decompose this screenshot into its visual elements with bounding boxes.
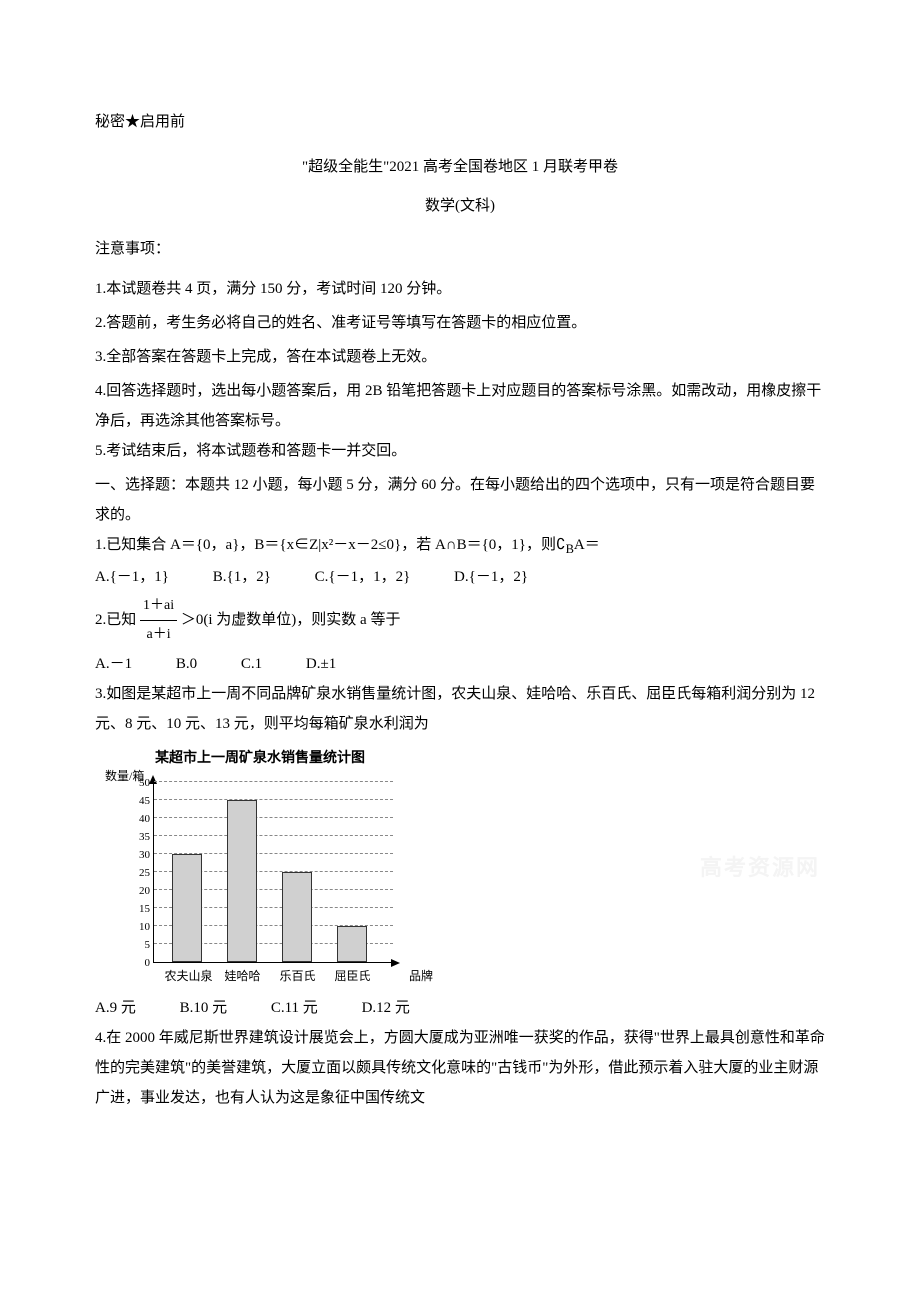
q3-option-d: D.12 元 xyxy=(362,1000,410,1016)
gridline xyxy=(154,781,393,782)
chart-area: 数量/箱 0 5 10 15 20 25 30 35 40 45 50 xyxy=(105,769,415,989)
question-4: 4.在 2000 年威尼斯世界建筑设计展览会上，方圆大厦成为亚洲唯一获奖的作品，… xyxy=(95,1023,825,1113)
question-3: 3.如图是某超市上一周不同品牌矿泉水销售量统计图，农夫山泉、娃哈哈、乐百氏、屈臣… xyxy=(95,679,825,739)
q3-option-a: A.9 元 xyxy=(95,1000,136,1016)
gridline xyxy=(154,835,393,836)
instruction-4: 4.回答选择题时，选出每小题答案后，用 2B 铅笔把答题卡上对应题目的答案标号涂… xyxy=(95,376,825,436)
instruction-1: 1.本试题卷共 4 页，满分 150 分，考试时间 120 分钟。 xyxy=(95,274,825,304)
ytick-5: 5 xyxy=(125,939,150,951)
ytick-0: 0 xyxy=(125,957,150,969)
q1-stem-after: A＝ xyxy=(574,537,600,553)
ytick-20: 20 xyxy=(125,885,150,897)
ytick-25: 25 xyxy=(125,867,150,879)
q2-stem-before: 2.已知 xyxy=(95,612,136,628)
q1-option-a: A.{－1，1} xyxy=(95,569,169,585)
instruction-2: 2.答题前，考生务必将自己的姓名、准考证号等填写在答题卡的相应位置。 xyxy=(95,308,825,338)
q1-sub: B xyxy=(566,542,574,556)
chart-plot xyxy=(153,783,393,963)
gridline xyxy=(154,817,393,818)
ytick-45: 45 xyxy=(125,795,150,807)
question-2: 2.已知 1＋ai a＋i ＞0(i 为虚数单位)，则实数 a 等于 xyxy=(95,592,825,649)
bar-nongfu xyxy=(172,854,202,962)
q3-option-b: B.10 元 xyxy=(180,1000,228,1016)
section1-heading: 一、选择题：本题共 12 小题，每小题 5 分，满分 60 分。在每小题给出的四… xyxy=(95,470,825,530)
q2-option-d: D.±1 xyxy=(306,656,336,672)
confidential-label: 秘密★启用前 xyxy=(95,110,825,131)
xlabel-2: 乐百氏 xyxy=(275,967,320,984)
q3-option-c: C.11 元 xyxy=(271,1000,318,1016)
q1-option-c: C.{－1，1，2} xyxy=(315,569,411,585)
q1-option-d: D.{－1，2} xyxy=(454,569,528,585)
instruction-3: 3.全部答案在答题卡上完成，答在本试题卷上无效。 xyxy=(95,342,825,372)
chart-x-axis-label: 品牌 xyxy=(409,967,433,984)
q1-options: A.{－1，1} B.{1，2} C.{－1，1，2} D.{－1，2} xyxy=(95,562,825,592)
xlabel-1: 娃哈哈 xyxy=(220,967,265,984)
instruction-5: 5.考试结束后，将本试题卷和答题卡一并交回。 xyxy=(95,436,825,466)
subject-title: 数学(文科) xyxy=(95,194,825,215)
q1-option-b: B.{1，2} xyxy=(213,569,271,585)
q1-stem: 1.已知集合 A＝{0，a}，B＝{x∈Z|x²－x－2≤0}，若 A∩B＝{0… xyxy=(95,537,566,553)
ytick-40: 40 xyxy=(125,813,150,825)
q2-option-b: B.0 xyxy=(176,656,197,672)
q2-options: A.－1 B.0 C.1 D.±1 xyxy=(95,649,825,679)
bar-chart: 某超市上一周矿泉水销售量统计图 数量/箱 0 5 10 15 20 25 30 … xyxy=(105,747,825,989)
q2-stem-after: ＞0(i 为虚数单位)，则实数 a 等于 xyxy=(181,612,401,628)
q2-frac-num: 1＋ai xyxy=(140,592,177,621)
chart-y-ticks: 0 5 10 15 20 25 30 35 40 45 50 xyxy=(125,783,150,963)
gridline xyxy=(154,799,393,800)
bar-wahaha xyxy=(227,800,257,962)
bar-quchenshi xyxy=(337,926,367,962)
xlabel-3: 屈臣氏 xyxy=(330,967,375,984)
ytick-50: 50 xyxy=(125,777,150,789)
ytick-10: 10 xyxy=(125,921,150,933)
q2-frac-den: a＋i xyxy=(140,621,177,649)
exam-title: "超级全能生"2021 高考全国卷地区 1 月联考甲卷 xyxy=(95,155,825,176)
q2-option-a: A.－1 xyxy=(95,656,132,672)
notice-label: 注意事项： xyxy=(95,237,825,258)
bar-lebaishi xyxy=(282,872,312,962)
chart-title: 某超市上一周矿泉水销售量统计图 xyxy=(155,747,825,767)
q2-option-c: C.1 xyxy=(241,656,262,672)
q2-fraction: 1＋ai a＋i xyxy=(140,592,177,649)
ytick-15: 15 xyxy=(125,903,150,915)
ytick-35: 35 xyxy=(125,831,150,843)
ytick-30: 30 xyxy=(125,849,150,861)
xlabel-0: 农夫山泉 xyxy=(161,967,216,984)
question-1: 1.已知集合 A＝{0，a}，B＝{x∈Z|x²－x－2≤0}，若 A∩B＝{0… xyxy=(95,530,825,562)
q3-options: A.9 元 B.10 元 C.11 元 D.12 元 xyxy=(95,993,825,1023)
